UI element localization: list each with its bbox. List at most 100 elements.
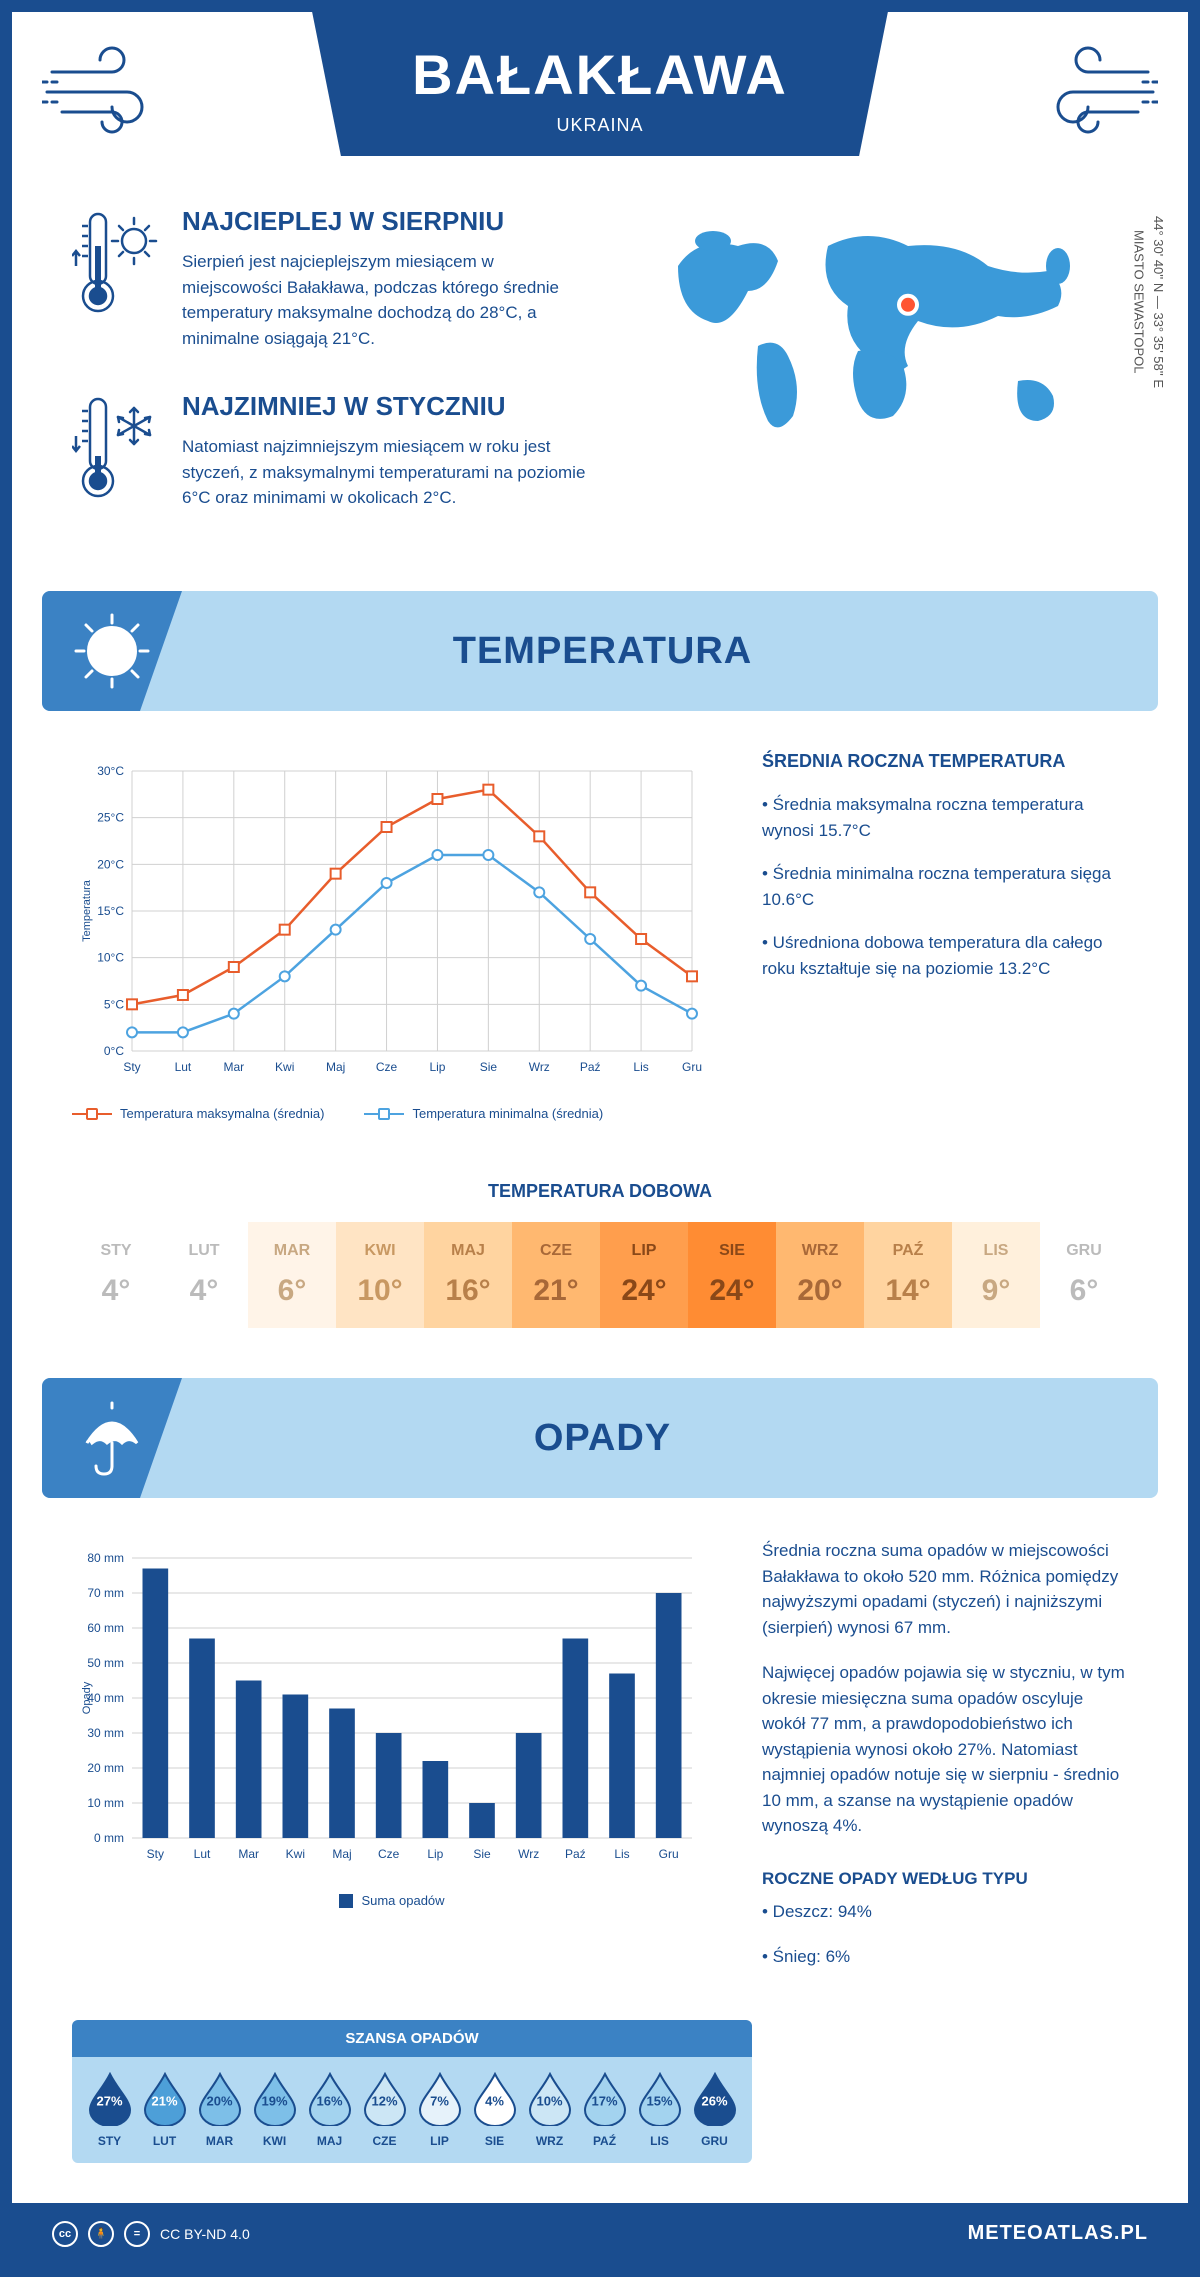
- svg-text:Paź: Paź: [580, 1060, 601, 1074]
- precip-by-type-2: • Śnieg: 6%: [762, 1944, 1128, 1970]
- thermometer-sun-icon: [72, 206, 162, 326]
- warmest-block: NAJCIEPLEJ W SIERPNIU Sierpień jest najc…: [72, 206, 588, 351]
- chance-drop: 10% WRZ: [528, 2072, 572, 2148]
- svg-text:70 mm: 70 mm: [87, 1586, 124, 1600]
- chance-drop: 17% PAŹ: [583, 2072, 627, 2148]
- chance-drop: 21% LUT: [143, 2072, 187, 2148]
- nd-icon: =: [124, 2221, 150, 2247]
- temperature-chart: 0°C5°C10°C15°C20°C25°C30°CStyLutMarKwiMa…: [72, 751, 712, 1121]
- svg-text:30°C: 30°C: [97, 764, 124, 778]
- wind-icon: [1018, 42, 1158, 142]
- avg-temp-2: • Średnia minimalna roczna temperatura s…: [762, 861, 1128, 912]
- site-name: METEOATLAS.PL: [968, 2222, 1148, 2245]
- svg-text:Sty: Sty: [147, 1847, 164, 1861]
- daily-cell: CZE21°: [512, 1222, 600, 1328]
- svg-text:Cze: Cze: [378, 1847, 400, 1861]
- legend-max: Temperatura maksymalna (średnia): [120, 1106, 324, 1121]
- precip-by-type-1: • Deszcz: 94%: [762, 1899, 1128, 1925]
- avg-temp-1: • Średnia maksymalna roczna temperatura …: [762, 792, 1128, 843]
- svg-text:Maj: Maj: [332, 1847, 351, 1861]
- svg-text:Mar: Mar: [238, 1847, 259, 1861]
- precip-text-1: Średnia roczna suma opadów w miejscowośc…: [762, 1538, 1128, 1640]
- svg-text:Lis: Lis: [633, 1060, 648, 1074]
- svg-text:10 mm: 10 mm: [87, 1796, 124, 1810]
- coldest-title: NAJZIMNIEJ W STYCZNIU: [182, 391, 588, 422]
- svg-text:Cze: Cze: [376, 1060, 398, 1074]
- avg-temp-title: ŚREDNIA ROCZNA TEMPERATURA: [762, 751, 1128, 772]
- svg-text:Kwi: Kwi: [275, 1060, 294, 1074]
- intro-section: NAJCIEPLEJ W SIERPNIU Sierpień jest najc…: [12, 156, 1188, 591]
- coldest-block: NAJZIMNIEJ W STYCZNIU Natomiast najzimni…: [72, 391, 588, 511]
- temperature-title: TEMPERATURA: [177, 630, 1028, 673]
- chance-drop: 26% GRU: [693, 2072, 737, 2148]
- temperature-aside: ŚREDNIA ROCZNA TEMPERATURA • Średnia mak…: [762, 751, 1128, 1121]
- daily-cell: PAŹ14°: [864, 1222, 952, 1328]
- country-label: UKRAINA: [412, 115, 788, 136]
- daily-cell: GRU6°: [1040, 1222, 1128, 1328]
- warmest-title: NAJCIEPLEJ W SIERPNIU: [182, 206, 588, 237]
- svg-text:80 mm: 80 mm: [87, 1551, 124, 1565]
- chance-title: SZANSA OPADÓW: [72, 2020, 752, 2057]
- daily-cell: LIP24°: [600, 1222, 688, 1328]
- chance-drop: 19% KWI: [253, 2072, 297, 2148]
- svg-text:Gru: Gru: [682, 1060, 702, 1074]
- svg-text:0 mm: 0 mm: [94, 1831, 124, 1845]
- chance-panel: SZANSA OPADÓW 27% STY 21% LUT 20%: [72, 2020, 752, 2163]
- world-map: 44° 30' 40'' N — 33° 35' 58'' E MIASTO S…: [628, 206, 1128, 551]
- svg-text:Lip: Lip: [429, 1060, 445, 1074]
- footer: cc 🧍 = CC BY-ND 4.0 METEOATLAS.PL: [12, 2203, 1188, 2265]
- svg-text:Lut: Lut: [194, 1847, 211, 1861]
- svg-text:0°C: 0°C: [104, 1044, 124, 1058]
- sun-icon: [72, 611, 152, 691]
- precipitation-aside: Średnia roczna suma opadów w miejscowośc…: [762, 1538, 1128, 1990]
- coldest-text: Natomiast najzimniejszym miesiącem w rok…: [182, 434, 588, 511]
- umbrella-icon: [72, 1398, 152, 1478]
- chance-drop: 15% LIS: [638, 2072, 682, 2148]
- daily-cell: MAJ16°: [424, 1222, 512, 1328]
- daily-cell: SIE24°: [688, 1222, 776, 1328]
- license-text: CC BY-ND 4.0: [160, 2226, 250, 2242]
- svg-text:25°C: 25°C: [97, 811, 124, 825]
- legend-precip: Suma opadów: [361, 1893, 444, 1908]
- svg-text:Wrz: Wrz: [529, 1060, 550, 1074]
- coords-latlon: 44° 30' 40'' N — 33° 35' 58'' E: [1151, 216, 1166, 388]
- chance-drop: 4% SIE: [473, 2072, 517, 2148]
- precipitation-title: OPADY: [177, 1417, 1028, 1460]
- chance-drop: 12% CZE: [363, 2072, 407, 2148]
- header: BAŁAKŁAWA UKRAINA: [12, 12, 1188, 156]
- daily-cell: KWI10°: [336, 1222, 424, 1328]
- precipitation-section-header: OPADY: [42, 1378, 1158, 1498]
- daily-temp-title: TEMPERATURA DOBOWA: [12, 1181, 1188, 1202]
- svg-text:Opady: Opady: [81, 1681, 93, 1714]
- by-icon: 🧍: [88, 2221, 114, 2247]
- precip-text-2: Najwięcej opadów pojawia się w styczniu,…: [762, 1660, 1128, 1839]
- city-title: BAŁAKŁAWA: [412, 42, 788, 107]
- wind-icon: [42, 42, 182, 142]
- svg-text:15°C: 15°C: [97, 904, 124, 918]
- svg-text:Kwi: Kwi: [286, 1847, 305, 1861]
- chance-drop: 27% STY: [88, 2072, 132, 2148]
- svg-text:Mar: Mar: [223, 1060, 244, 1074]
- svg-text:20°C: 20°C: [97, 857, 124, 871]
- svg-text:30 mm: 30 mm: [87, 1726, 124, 1740]
- coords-region: MIASTO SEWASTOPOL: [1132, 230, 1147, 374]
- daily-temp-row: STY4°LUT4°MAR6°KWI10°MAJ16°CZE21°LIP24°S…: [72, 1222, 1128, 1328]
- svg-text:60 mm: 60 mm: [87, 1621, 124, 1635]
- warmest-text: Sierpień jest najcieplejszym miesiącem w…: [182, 249, 588, 351]
- svg-text:Maj: Maj: [326, 1060, 345, 1074]
- legend-min: Temperatura minimalna (średnia): [412, 1106, 603, 1121]
- temperature-legend: Temperatura maksymalna (średnia) Tempera…: [72, 1106, 712, 1121]
- svg-text:Sie: Sie: [473, 1847, 491, 1861]
- thermometer-snow-icon: [72, 391, 162, 511]
- svg-text:Lis: Lis: [614, 1847, 629, 1861]
- svg-text:Gru: Gru: [659, 1847, 679, 1861]
- svg-text:Sie: Sie: [480, 1060, 498, 1074]
- chance-drop: 20% MAR: [198, 2072, 242, 2148]
- precipitation-chart: 0 mm10 mm20 mm30 mm40 mm50 mm60 mm70 mm8…: [72, 1538, 712, 1990]
- svg-text:Temperatura: Temperatura: [81, 879, 93, 942]
- daily-cell: LIS9°: [952, 1222, 1040, 1328]
- svg-text:Paź: Paź: [565, 1847, 586, 1861]
- svg-text:Wrz: Wrz: [518, 1847, 539, 1861]
- svg-text:Lut: Lut: [175, 1060, 192, 1074]
- cc-icon: cc: [52, 2221, 78, 2247]
